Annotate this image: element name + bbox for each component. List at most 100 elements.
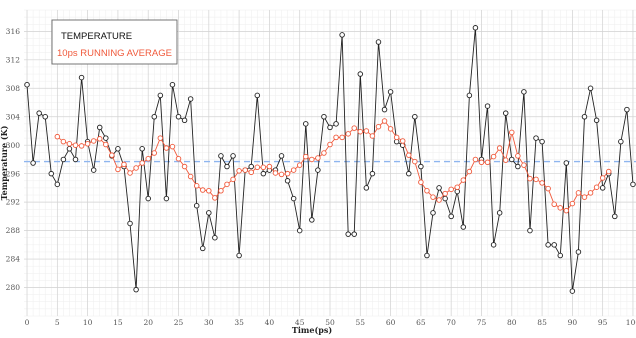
data-point-temperature [134,287,139,292]
data-point-running-average [600,176,605,181]
data-point-temperature [249,164,254,169]
data-point-temperature [503,111,508,116]
data-point-temperature [116,146,121,151]
data-point-running-average [164,146,169,151]
y-tick-label: 316 [6,27,21,36]
data-point-temperature [534,136,539,141]
data-point-running-average [485,160,490,165]
data-point-temperature [364,186,369,191]
data-point-temperature [564,161,569,166]
legend-entry-temperature: TEMPERATURE [61,31,132,42]
data-point-temperature [303,122,308,127]
data-point-temperature [352,232,357,237]
data-point-running-average [516,154,521,159]
data-point-temperature [279,154,284,159]
data-point-running-average [273,171,278,176]
data-point-running-average [176,156,181,161]
data-point-running-average [267,164,272,169]
data-point-running-average [594,185,599,190]
data-point-running-average [291,168,296,173]
data-point-temperature [128,221,133,226]
data-point-running-average [443,191,448,196]
data-point-running-average [352,126,357,131]
data-point-running-average [134,166,139,171]
data-point-running-average [316,156,321,161]
data-point-running-average [303,154,308,159]
data-point-running-average [200,188,205,193]
data-point-temperature [55,182,60,187]
data-point-temperature [67,146,72,151]
data-point-temperature [140,146,145,151]
data-point-running-average [528,176,533,181]
data-point-temperature [237,253,242,258]
data-point-temperature [25,82,30,87]
data-point-running-average [146,156,151,161]
data-point-running-average [491,154,496,159]
data-point-running-average [225,182,230,187]
data-point-temperature [104,136,109,141]
data-point-temperature [225,164,230,169]
data-point-running-average [461,178,466,183]
data-point-temperature [406,171,411,176]
data-point-running-average [255,165,260,170]
data-point-temperature [516,164,521,169]
data-point-running-average [170,144,175,149]
x-tick-label: 10 [83,318,93,327]
data-point-running-average [158,136,163,141]
data-point-temperature [200,246,205,251]
data-point-running-average [394,135,399,140]
x-axis-title: Time(ps) [292,325,332,335]
data-point-running-average [370,134,375,139]
data-point-running-average [382,119,387,124]
data-point-running-average [334,135,339,140]
data-point-running-average [207,188,212,193]
data-point-temperature [176,114,181,119]
data-point-running-average [473,157,478,162]
data-point-temperature [558,253,563,258]
data-point-running-average [400,139,405,144]
data-point-running-average [213,196,218,201]
data-point-temperature [261,171,266,176]
data-point-temperature [188,97,193,102]
data-point-running-average [552,202,557,207]
data-point-running-average [582,195,587,200]
data-point-running-average [413,159,418,164]
data-point-temperature [619,139,624,144]
data-point-running-average [261,165,266,170]
x-tick-label: 70 [446,318,456,327]
data-point-running-average [219,188,224,193]
data-point-running-average [358,129,363,134]
data-point-temperature [425,253,430,258]
data-point-running-average [231,177,236,182]
data-point-running-average [340,135,345,140]
data-point-running-average [431,195,436,200]
data-point-temperature [255,93,260,98]
data-point-temperature [297,228,302,233]
data-point-temperature [437,186,442,191]
data-point-temperature [509,157,514,162]
data-point-temperature [285,178,290,183]
data-point-running-average [122,162,127,167]
x-tick-label: 90 [568,318,578,327]
data-point-running-average [110,153,115,158]
legend: TEMPERATURE 10ps RUNNING AVERAGE [52,20,177,64]
data-point-temperature [170,82,175,87]
data-point-temperature [328,125,333,130]
data-point-running-average [509,130,514,135]
x-tick-label: 15 [113,318,123,327]
data-point-temperature [213,235,218,240]
data-point-temperature [340,33,345,38]
data-point-running-average [540,181,545,186]
x-tick-label: 80 [507,318,517,327]
data-point-temperature [467,93,472,98]
data-point-temperature [73,157,78,162]
y-tick-label: 280 [6,283,21,292]
x-tick-label: 5 [55,318,60,327]
data-point-running-average [152,151,157,156]
data-point-running-average [467,169,472,174]
data-point-running-average [576,191,581,196]
data-point-running-average [479,160,484,165]
data-point-temperature [540,139,545,144]
data-point-temperature [219,154,224,159]
data-point-running-average [346,132,351,137]
